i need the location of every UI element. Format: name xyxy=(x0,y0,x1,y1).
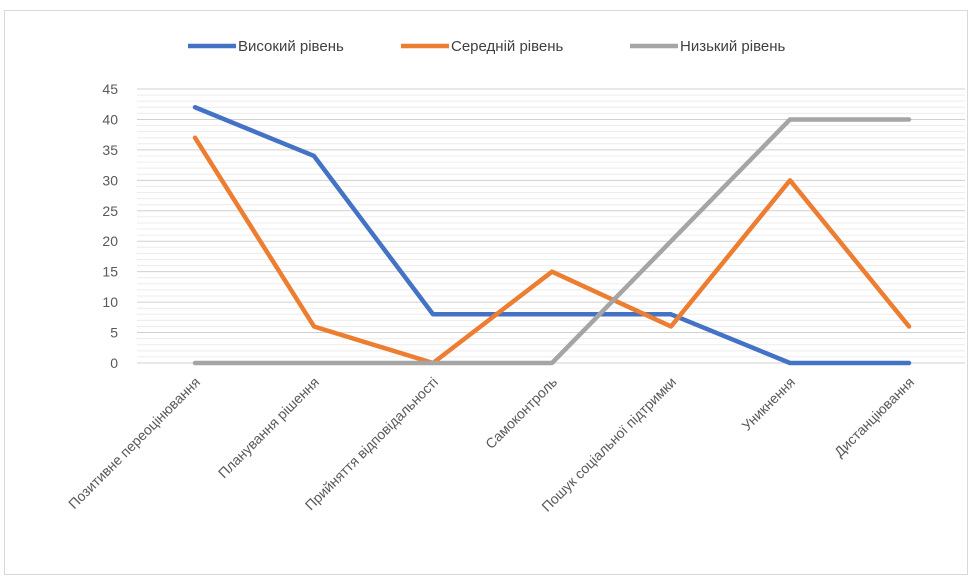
legend-label: Високий рівень xyxy=(238,38,344,55)
y-axis-tick-labels: 0 5 10 15 20 25 30 35 40 45 xyxy=(102,81,118,371)
x-tick-label: Планування рішення xyxy=(215,374,322,481)
legend-label: Низький рівень xyxy=(680,38,785,55)
y-tick-label: 30 xyxy=(102,172,118,188)
legend-label: Середній рівень xyxy=(451,38,564,55)
y-tick-label: 40 xyxy=(102,111,118,127)
x-tick-label: Пошук соціальної підтримки xyxy=(538,374,679,515)
y-tick-label: 0 xyxy=(110,355,118,371)
y-tick-label: 25 xyxy=(102,203,118,219)
series-line-1 xyxy=(192,135,912,366)
x-tick-label: Дистанціювання xyxy=(831,374,917,460)
series-lines xyxy=(192,105,912,366)
x-tick-label: Прийняття відповідальності xyxy=(302,374,441,513)
chart-frame xyxy=(4,10,968,575)
grid-lines xyxy=(137,88,965,364)
x-tick-label: Самоконтроль xyxy=(482,374,560,452)
x-tick-label: Уникнення xyxy=(738,374,798,434)
y-tick-label: 10 xyxy=(102,294,118,310)
y-tick-label: 5 xyxy=(110,325,118,341)
x-tick-label: Позитивне переоцінювання xyxy=(65,374,203,512)
y-tick-label: 20 xyxy=(102,233,118,249)
x-axis-tick-labels: Позитивне переоцінювання Планування рішен… xyxy=(65,374,917,515)
legend: Високий рівень Середній рівень Низький рів… xyxy=(188,38,785,55)
y-tick-label: 15 xyxy=(102,264,118,280)
y-tick-label: 35 xyxy=(102,142,118,158)
y-tick-label: 45 xyxy=(102,81,118,97)
